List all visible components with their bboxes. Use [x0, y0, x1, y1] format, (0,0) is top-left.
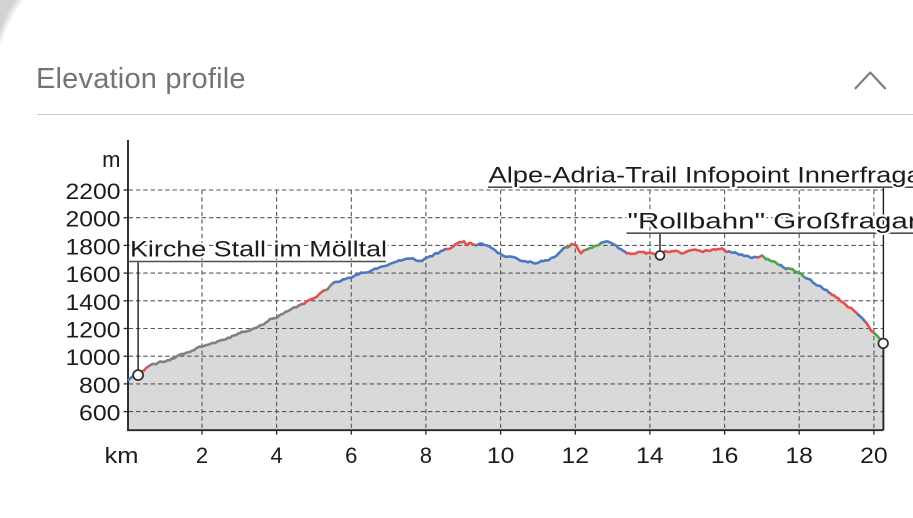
svg-text:16: 16 [711, 443, 739, 468]
svg-text:2000: 2000 [66, 207, 121, 232]
svg-text:m: m [102, 147, 120, 172]
svg-text:600: 600 [79, 401, 121, 426]
svg-text:14: 14 [636, 443, 664, 468]
svg-text:2200: 2200 [66, 179, 121, 204]
svg-text:"Rollbahn" Großfragant: "Rollbahn" Großfragant [628, 209, 913, 234]
svg-text:Kirche Stall im Mölltal: Kirche Stall im Mölltal [130, 237, 387, 262]
svg-text:1400: 1400 [66, 290, 121, 315]
svg-text:6: 6 [345, 443, 357, 468]
svg-text:km: km [105, 443, 139, 468]
svg-text:1000: 1000 [66, 345, 121, 370]
svg-text:Alpe-Adria-Trail Infopoint Inn: Alpe-Adria-Trail Infopoint Innerfragant [489, 162, 913, 187]
svg-text:800: 800 [79, 373, 121, 398]
svg-text:1800: 1800 [66, 234, 121, 259]
svg-text:8: 8 [420, 443, 432, 468]
svg-text:12: 12 [562, 443, 590, 468]
svg-text:18: 18 [785, 443, 813, 468]
svg-text:2: 2 [196, 443, 208, 468]
svg-text:1600: 1600 [66, 262, 121, 287]
svg-text:20: 20 [860, 443, 888, 468]
svg-text:10: 10 [487, 443, 515, 468]
svg-text:1200: 1200 [66, 318, 121, 343]
svg-text:4: 4 [270, 443, 282, 468]
